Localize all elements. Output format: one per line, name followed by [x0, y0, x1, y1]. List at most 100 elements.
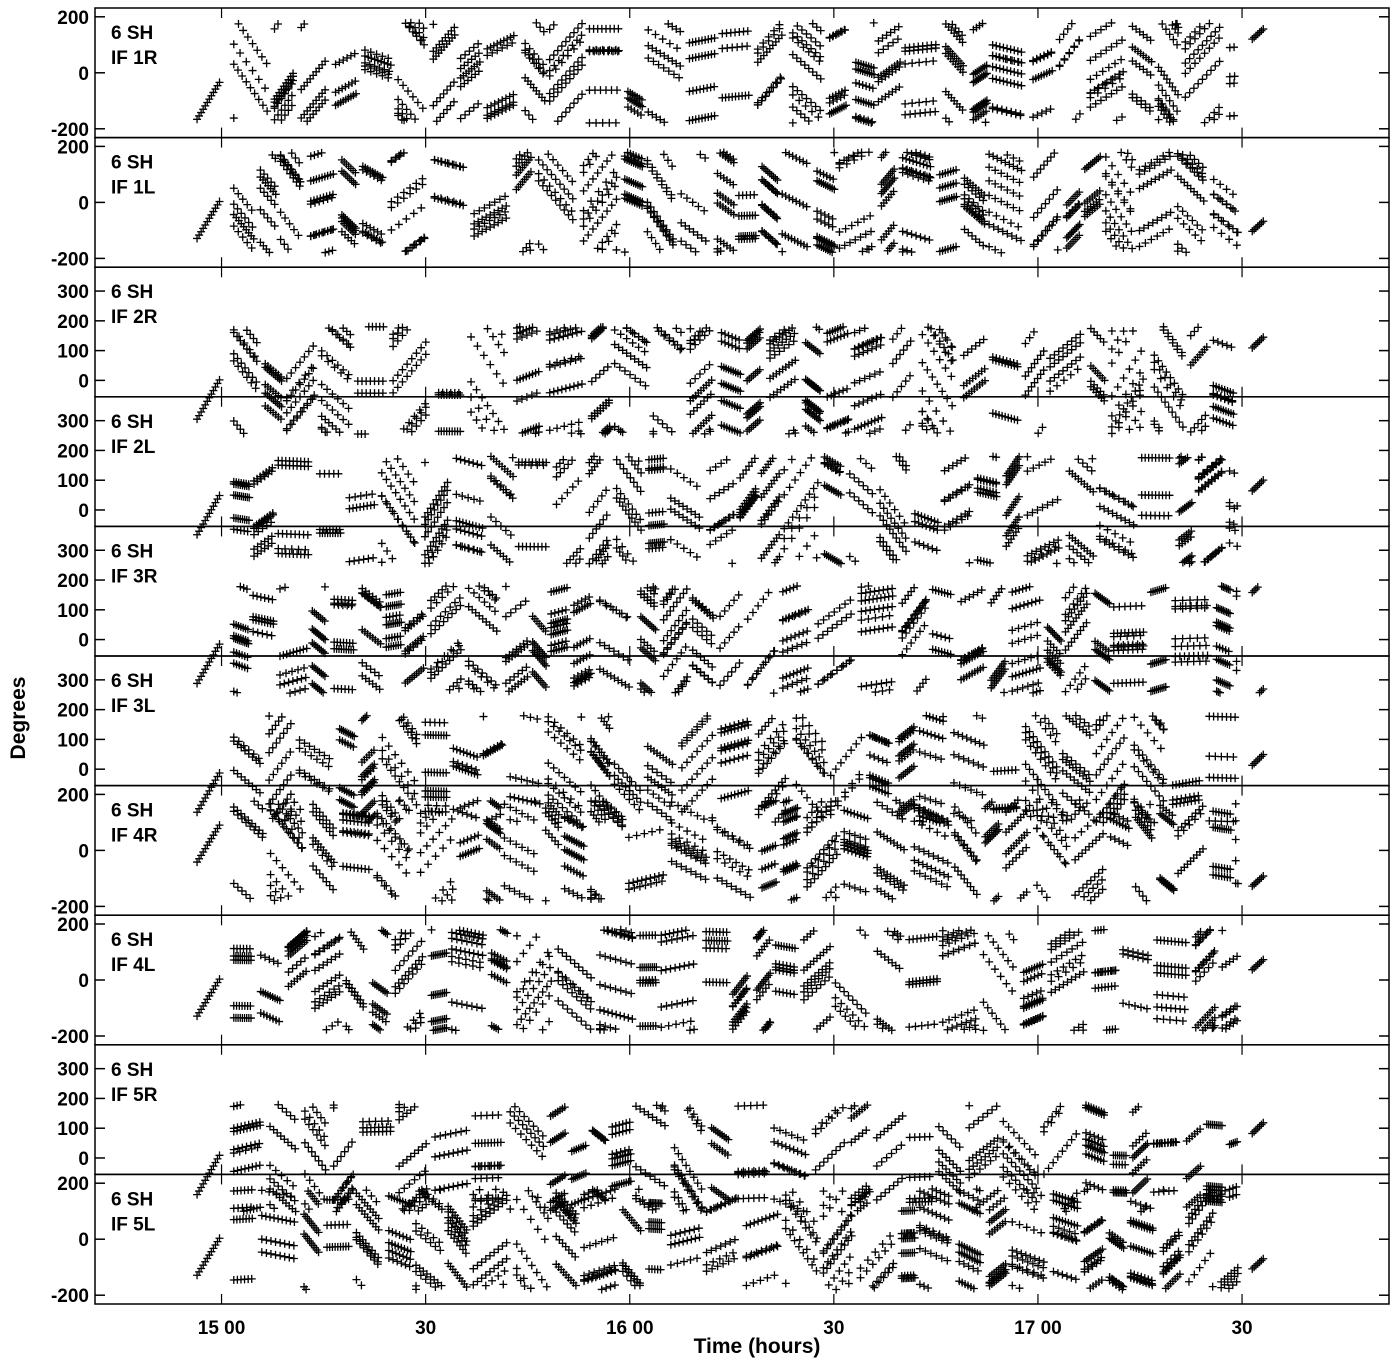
phase-point — [997, 156, 1006, 165]
phase-point — [1017, 48, 1026, 57]
phase-point — [400, 501, 409, 510]
phase-point — [249, 591, 258, 600]
phase-point — [850, 492, 859, 501]
phase-point — [1186, 64, 1195, 73]
phase-point — [1224, 220, 1233, 229]
phase-point — [248, 66, 257, 75]
phase-point — [1189, 84, 1198, 93]
phase-point — [512, 397, 521, 406]
phase-point — [1190, 34, 1199, 43]
phase-point — [267, 217, 276, 226]
phase-point — [383, 546, 392, 555]
phase-point — [988, 40, 997, 49]
phase-point — [797, 36, 806, 45]
phase-point — [245, 493, 254, 502]
phase-point — [788, 90, 797, 99]
panel-label-if: IF 1L — [111, 178, 156, 199]
phase-point — [829, 31, 838, 40]
phase-point — [932, 546, 941, 555]
phase-point — [1033, 208, 1042, 217]
phase-point — [238, 233, 247, 242]
phase-point — [1062, 200, 1071, 209]
phase-point — [573, 24, 582, 33]
phase-point — [915, 539, 924, 548]
phase-point — [1110, 59, 1119, 68]
phase-point — [598, 198, 607, 207]
phase-point — [939, 417, 948, 426]
phase-point — [879, 45, 888, 54]
phase-point — [876, 499, 885, 508]
phase-point — [557, 42, 566, 51]
phase-point — [490, 110, 499, 119]
phase-point — [1215, 34, 1224, 43]
phase-point — [1114, 348, 1123, 357]
phase-point — [229, 60, 238, 69]
phase-point — [593, 497, 602, 506]
phase-point — [743, 42, 752, 51]
y-tick-label: 0 — [78, 501, 89, 522]
panel-label-if: IF 2L — [111, 437, 156, 458]
phase-point — [530, 49, 539, 58]
phase-point — [612, 195, 621, 204]
phase-point — [1225, 538, 1234, 547]
phase-point — [399, 81, 408, 90]
phase-point — [561, 384, 570, 393]
phase-point — [1215, 103, 1224, 112]
phase-point — [195, 527, 204, 536]
phase-point — [1108, 161, 1116, 170]
phase-point — [1102, 46, 1111, 55]
phase-point — [1091, 29, 1100, 38]
phase-point — [1096, 96, 1105, 105]
phase-point — [1016, 111, 1025, 120]
phase-point — [735, 344, 744, 353]
phase-point — [545, 55, 554, 64]
phase-point — [545, 66, 554, 75]
phase-point — [260, 188, 269, 197]
phase-point — [243, 238, 252, 247]
phase-points — [193, 148, 1268, 257]
phase-point — [598, 213, 607, 222]
phase-point — [1040, 52, 1049, 61]
phase-point — [554, 333, 563, 342]
phase-point — [632, 510, 641, 519]
phase-point — [1037, 204, 1046, 213]
phase-point — [598, 191, 607, 200]
phase-point — [868, 117, 877, 126]
phase-point — [965, 558, 974, 567]
phase-point — [474, 67, 483, 76]
phase-point — [931, 107, 940, 116]
phase-point — [1198, 75, 1207, 84]
phase-point — [1121, 337, 1130, 346]
phase-point — [418, 104, 427, 113]
phase-point — [1037, 109, 1046, 118]
phase-point — [1013, 164, 1022, 173]
phase-point — [429, 20, 438, 29]
phase-point — [253, 628, 262, 637]
phase-point — [419, 24, 428, 33]
phase-point — [205, 658, 214, 667]
phase-point — [757, 96, 766, 105]
phase-point — [525, 53, 534, 62]
phase-point — [449, 97, 458, 106]
phase-point — [393, 383, 402, 392]
phase-point — [521, 48, 530, 57]
phase-point — [401, 19, 410, 28]
phase-point — [403, 360, 412, 369]
phase-point — [1215, 110, 1224, 119]
phase-point — [836, 93, 845, 102]
phase-point — [474, 404, 483, 413]
phase-point — [928, 544, 937, 553]
phase-point — [626, 370, 635, 379]
y-tick-label: -200 — [51, 120, 89, 141]
phase-point — [334, 469, 343, 478]
phase-point — [527, 391, 536, 400]
phase-point — [488, 48, 497, 57]
phase-point — [291, 153, 300, 162]
phase-point — [573, 94, 582, 103]
phase-point — [563, 172, 572, 181]
phase-point — [753, 101, 762, 110]
phase-point — [464, 457, 473, 466]
phase-point — [938, 387, 947, 396]
phase-point — [850, 473, 859, 482]
phase-point — [1150, 365, 1159, 374]
